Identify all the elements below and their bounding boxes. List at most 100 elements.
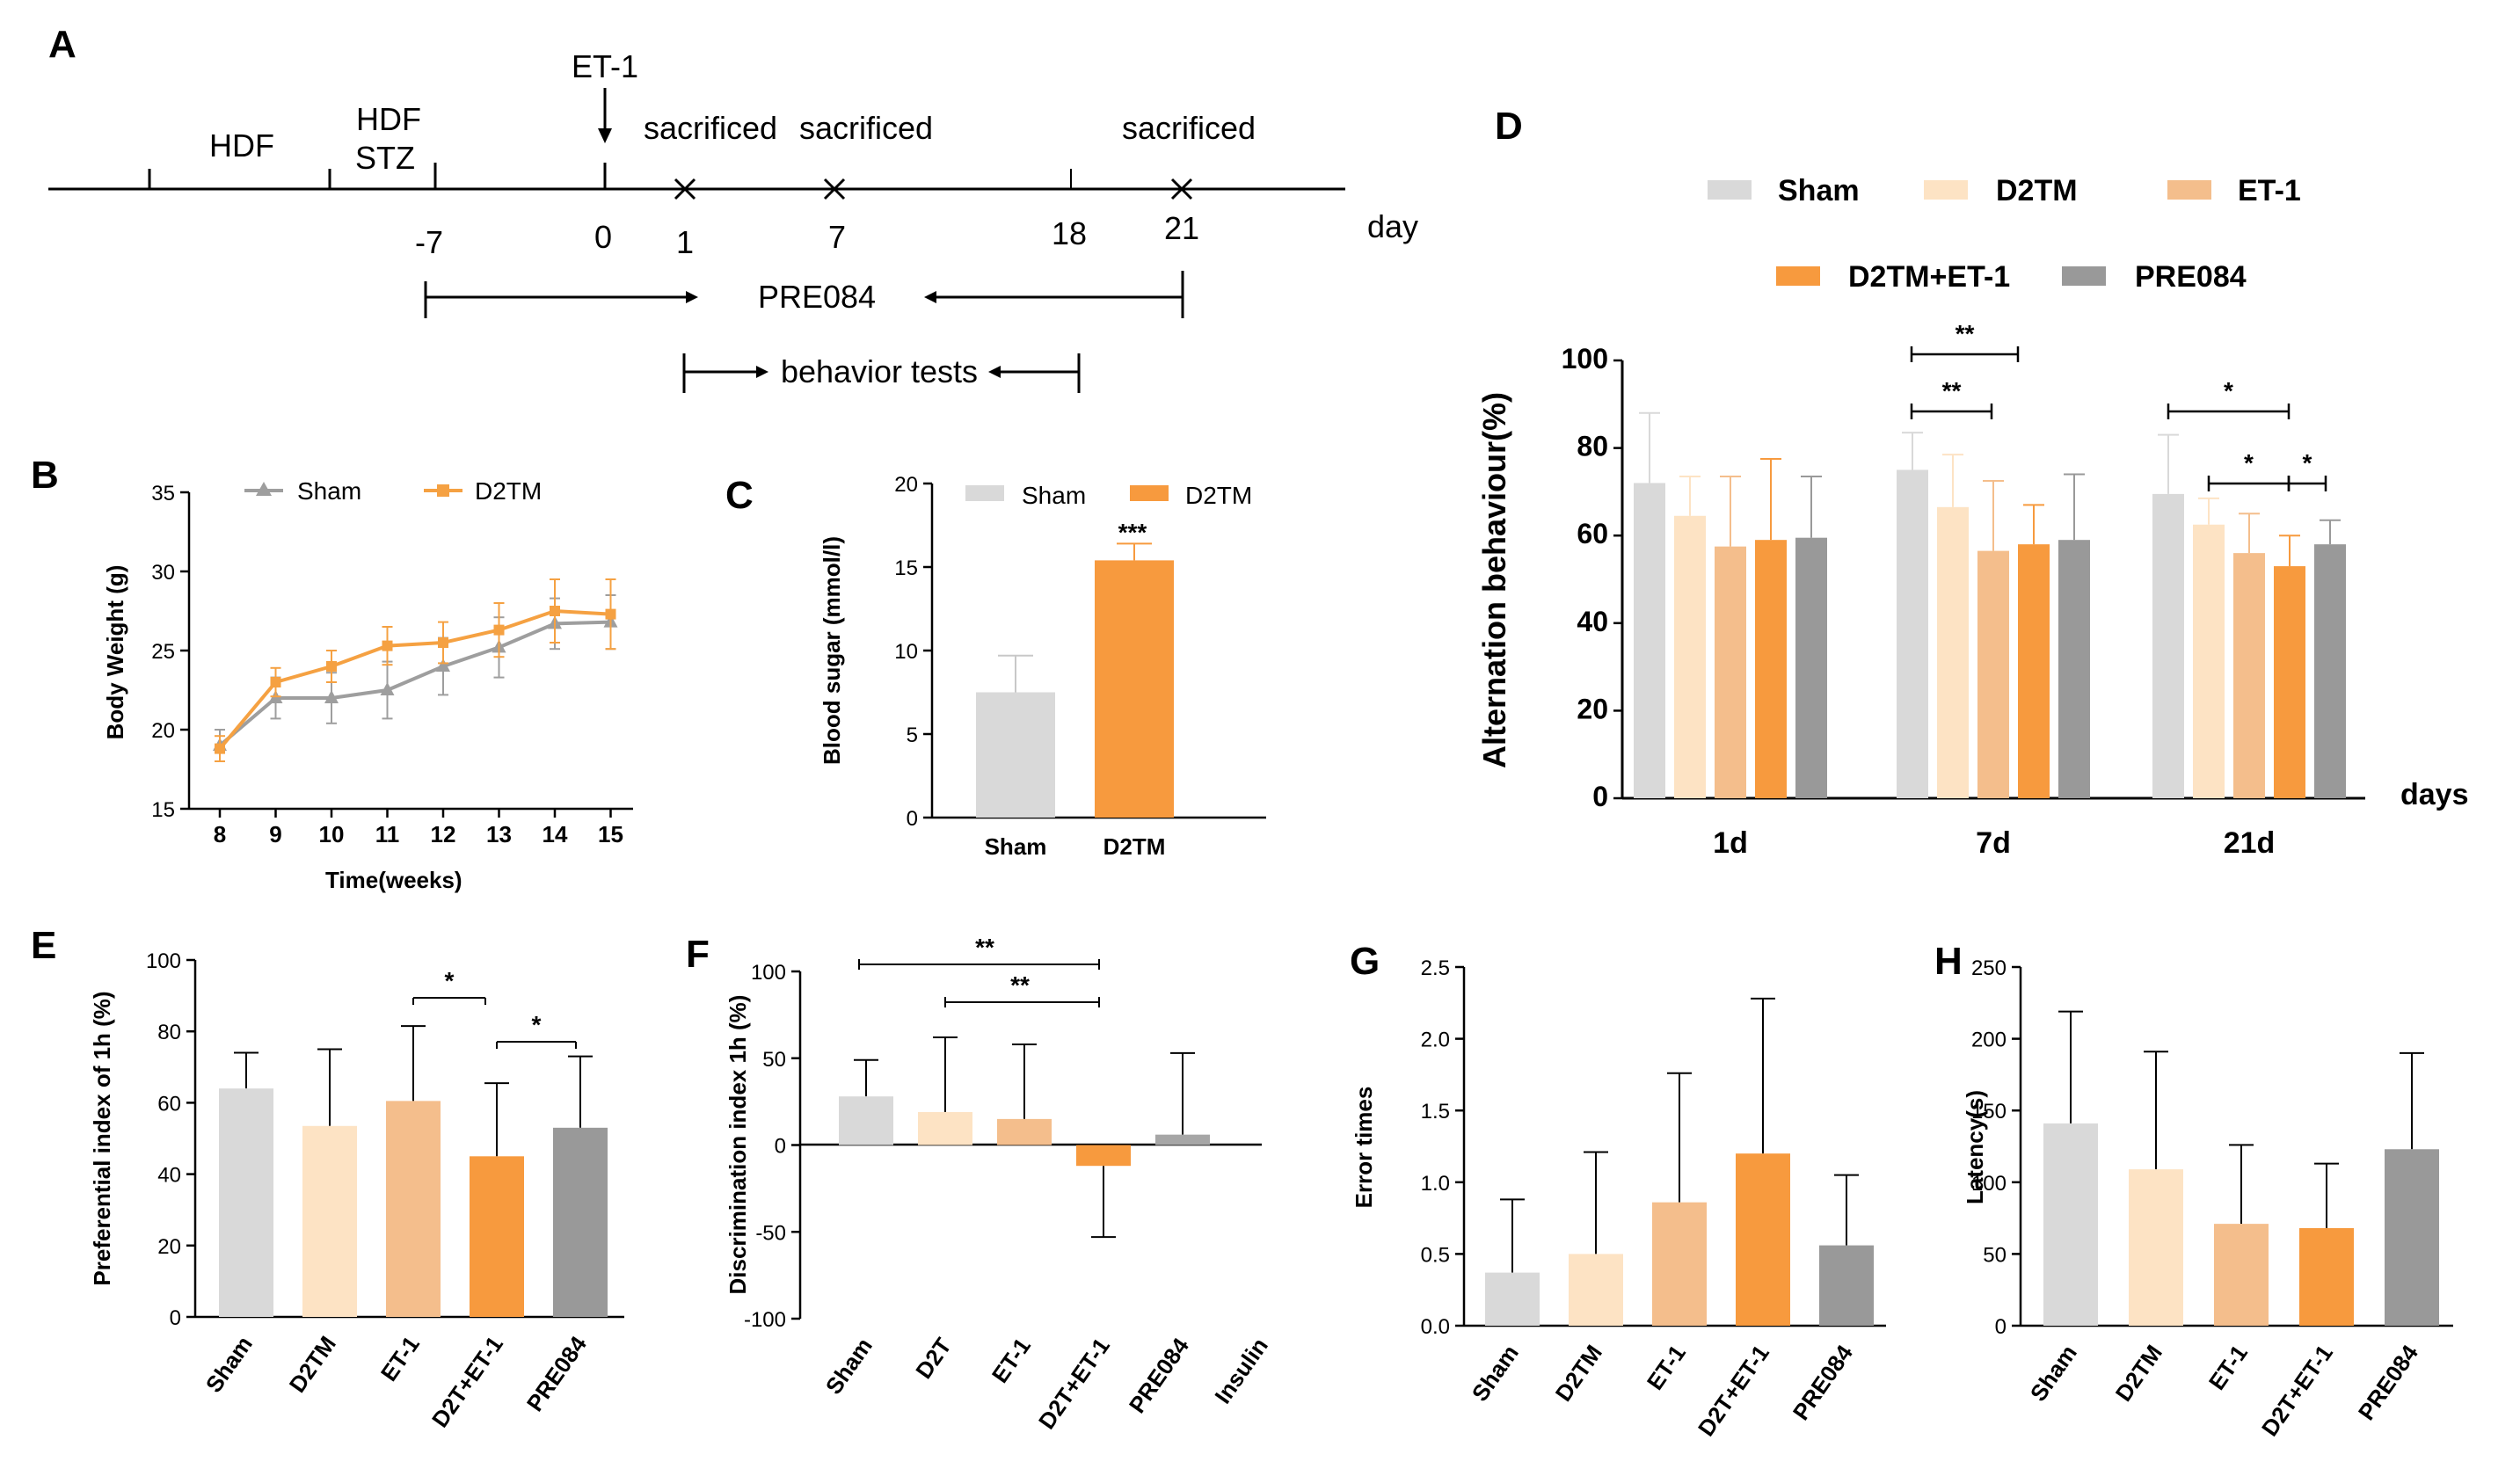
b-x-tick-label: 14	[543, 821, 568, 847]
e-y-tick-label: 80	[157, 1021, 181, 1044]
b-point-d2tm	[550, 606, 560, 616]
b-legend: Sham D2TM	[244, 477, 542, 505]
h-bar-1	[2129, 1169, 2183, 1326]
g-x-tick-label: Sham	[1467, 1340, 1524, 1406]
h-bar-3	[2299, 1228, 2354, 1326]
d-sig-label: *	[2224, 377, 2233, 404]
e-bar-3	[470, 1156, 524, 1317]
e-x-tick-label: D2T+ET-1	[426, 1331, 508, 1432]
b-x-tick-label: 12	[431, 821, 456, 847]
c-x-tick-label: Sham	[985, 833, 1047, 860]
c-x-tick-label: D2TM	[1103, 833, 1166, 860]
d-x-tick-label: 7d	[1976, 826, 2011, 860]
d-y-tick-label: 80	[1577, 431, 1608, 462]
b-point-d2tm	[326, 661, 337, 672]
h-x-tick-label: D2T+ET-1	[2256, 1340, 2338, 1441]
b-point-sham	[380, 682, 395, 695]
legend-swatch-pre084	[2062, 266, 2106, 286]
g-y-tick-label: 0.5	[1421, 1243, 1450, 1267]
f-x-tick-label: Insulin	[1209, 1333, 1273, 1408]
h-y-tick-label: 150	[1971, 1100, 2007, 1124]
f-y-tick-label: 50	[762, 1048, 786, 1072]
c-significance: ***	[1118, 519, 1147, 546]
f-x-tick-label: Sham	[820, 1333, 878, 1399]
day-label: 21	[1164, 210, 1199, 246]
behavior-tests-label: behavior tests	[781, 353, 978, 389]
f-y-tick-label: -100	[744, 1308, 786, 1332]
day-label: -7	[415, 224, 443, 260]
b-x-ticks: 8 9 10 11 12 13 14 15	[214, 809, 623, 847]
b-x-tick-label: 10	[319, 821, 345, 847]
d-bar-7d-2	[1977, 550, 2009, 798]
b-point-d2tm	[438, 637, 448, 648]
d-bar-7d-4	[2058, 540, 2090, 798]
d-bar-1d-4	[1795, 537, 1827, 798]
e-x-tick-label: Sham	[200, 1331, 258, 1397]
g-bar-0	[1485, 1272, 1540, 1326]
arrowhead	[686, 291, 698, 303]
treatment-hdf-stz-line2: STZ	[355, 140, 415, 176]
g-x-tick-label: ET-1	[1642, 1340, 1691, 1394]
h-y-tick-label: 250	[1971, 956, 2007, 980]
c-y-tick-label: 10	[894, 640, 918, 664]
e-y-tick-label: 60	[157, 1092, 181, 1116]
h-bars	[2043, 1010, 2439, 1326]
legend-et1: ET-1	[2238, 174, 2301, 207]
g-bar-3	[1736, 1153, 1790, 1326]
panel-c: C 0 5 10 15 20 Sham D2TM Blood sugar (mmol/l)…	[725, 473, 1266, 860]
day-unit: day	[1367, 208, 1418, 244]
legend-swatch-sham	[965, 485, 1004, 501]
b-x-tick-label: 13	[486, 821, 512, 847]
sacrifice-marks	[674, 178, 1193, 200]
d-bar-21d-4	[2314, 544, 2346, 798]
e-bar-2	[386, 1101, 441, 1317]
b-point-d2tm	[493, 624, 505, 636]
et1-arrowhead	[598, 128, 612, 143]
g-y-tick-label: 1.0	[1421, 1172, 1450, 1196]
c-y-tick-label: 15	[894, 556, 918, 580]
panel-c-label: C	[725, 474, 754, 517]
b-y-tick-label: 25	[151, 640, 175, 664]
d-sig-label: *	[2303, 449, 2312, 476]
legend-swatch-d2tm	[1130, 485, 1169, 501]
day-label: 1	[676, 224, 694, 260]
arrowhead	[924, 291, 936, 303]
d-sig-label: **	[1942, 377, 1962, 404]
d-bar-7d-0	[1897, 469, 1928, 798]
treatment-et1: ET-1	[572, 48, 638, 84]
c-y-tick-label: 0	[907, 807, 918, 831]
e-y-tick-label: 20	[157, 1235, 181, 1259]
e-significance: **	[412, 967, 577, 1049]
e-x-tick-label: PRE084	[521, 1331, 592, 1416]
e-sig-label: *	[532, 1011, 542, 1038]
c-legend: Sham D2TM	[965, 482, 1252, 509]
legend-sham: Sham	[1022, 482, 1086, 509]
sacrificed-label-1: sacrificed	[644, 110, 777, 146]
panel-g: G 0.0 0.5 1.0 1.5 2.0 2.5 Sham D2TM ET-1 D2T+ET-…	[1350, 940, 1886, 1441]
c-bar-d2tm	[1095, 560, 1174, 818]
b-series	[213, 578, 618, 762]
e-y-tick-label: 40	[157, 1164, 181, 1188]
h-y-tick-label: 100	[1971, 1172, 2007, 1196]
h-y-tick-label: 0	[1995, 1315, 2007, 1339]
f-bar-1	[918, 1111, 972, 1145]
g-y-tick-label: 0.0	[1421, 1315, 1450, 1339]
g-y-ticks: 0.0 0.5 1.0 1.5 2.0 2.5	[1421, 956, 1464, 1339]
e-x-tick-label: D2TM	[284, 1331, 341, 1397]
legend-sham: Sham	[1778, 174, 1860, 207]
d-x-tick-label: 1d	[1713, 826, 1748, 860]
day-label: 0	[594, 219, 612, 255]
pre084-range-label: PRE084	[758, 279, 876, 315]
c-x-ticks: Sham D2TM	[985, 833, 1166, 860]
c-y-tick-label: 20	[894, 473, 918, 497]
panel-f-label: F	[686, 933, 710, 976]
b-x-tick-label: 15	[598, 821, 623, 847]
h-x-tick-label: PRE084	[2353, 1340, 2423, 1425]
f-bar-3	[1076, 1145, 1131, 1167]
h-x-tick-label: Sham	[2025, 1340, 2082, 1406]
d-y-tick-label: 100	[1562, 343, 1608, 375]
legend-marker-sham	[256, 482, 272, 496]
e-y-ticks: 0 20 40 60 80 100	[146, 949, 195, 1330]
